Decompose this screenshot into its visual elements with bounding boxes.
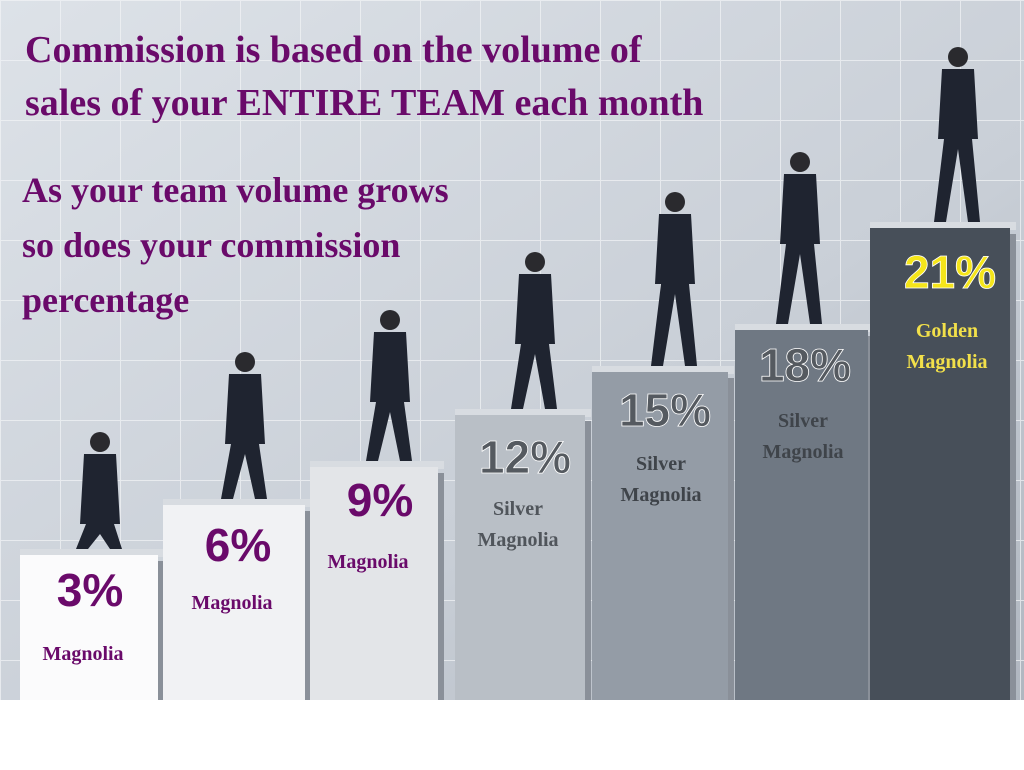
person-head	[665, 192, 685, 212]
stair-top	[592, 366, 734, 374]
stair	[735, 330, 868, 700]
person-head	[235, 352, 255, 372]
percent-label: 18%	[759, 339, 851, 391]
person-head	[90, 432, 110, 452]
stair-side	[1010, 234, 1016, 700]
level-label: Magnolia	[42, 643, 123, 665]
level-label: Magnolia	[762, 441, 843, 463]
person-body	[934, 69, 980, 222]
person-head	[790, 152, 810, 172]
stair-top	[735, 324, 874, 332]
level-label: Magnolia	[620, 484, 701, 506]
stair-side	[158, 561, 164, 700]
stair-top	[163, 499, 311, 507]
subtitle-line: percentage	[22, 280, 189, 320]
stair	[870, 228, 1010, 700]
level-label: Magnolia	[191, 592, 272, 614]
level-label: Silver	[493, 498, 543, 520]
stair-top	[870, 222, 1016, 230]
level-label: Magnolia	[906, 351, 987, 373]
stair	[592, 372, 728, 700]
percent-label: 3%	[57, 564, 123, 616]
stair-side	[728, 378, 734, 700]
title-line: Commission is based on the volume of	[25, 29, 643, 71]
stair-top	[20, 549, 164, 557]
percent-label: 9%	[347, 474, 413, 526]
stairs	[20, 47, 1016, 700]
person-head	[525, 252, 545, 272]
person-body	[776, 174, 822, 324]
level-label: Magnolia	[327, 551, 408, 573]
stair	[455, 415, 585, 700]
percent-label: 6%	[205, 519, 271, 571]
person-head	[948, 47, 968, 67]
stair-side	[305, 511, 311, 700]
stair-side	[585, 421, 591, 700]
percent-label: 12%	[479, 431, 571, 483]
person-body	[221, 374, 267, 499]
stair-top	[455, 409, 591, 417]
person-body	[651, 214, 697, 366]
stair	[163, 505, 305, 700]
person-body	[76, 454, 122, 549]
stair	[20, 555, 158, 700]
person-body	[366, 332, 412, 461]
level-label: Silver	[636, 453, 686, 475]
percent-label: 21%	[904, 246, 996, 298]
percent-label: 15%	[619, 384, 711, 436]
subtitle-line: so does your commission	[22, 225, 400, 265]
person-head	[380, 310, 400, 330]
level-label: Silver	[778, 410, 828, 432]
stair-side	[438, 473, 444, 700]
title-line: sales of your ENTIRE TEAM each month	[25, 82, 703, 124]
level-label: Magnolia	[477, 529, 558, 551]
subtitle-line: As your team volume grows	[22, 170, 449, 210]
stair-top	[310, 461, 444, 469]
stair	[310, 467, 438, 700]
person-body	[511, 274, 557, 409]
labels: 3% Magnolia 6% Magnolia 9% Magnolia 12% Silver M…	[42, 246, 996, 665]
level-label: Golden	[916, 320, 978, 342]
